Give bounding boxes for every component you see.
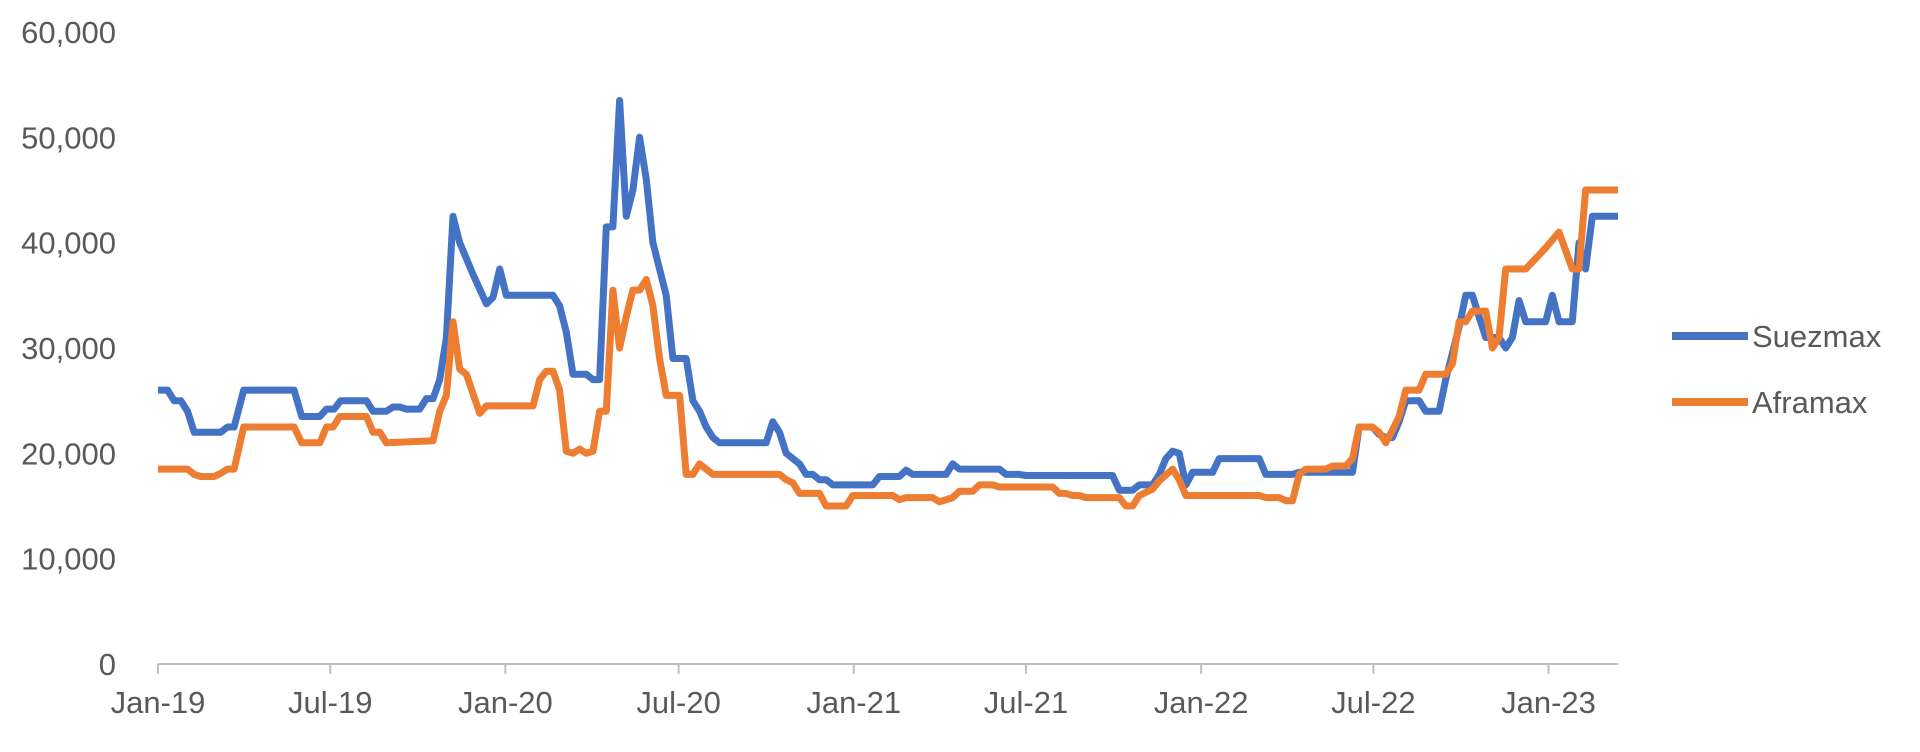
y-tick-label: 0 — [99, 647, 116, 682]
legend: Suezmax Aframax — [1672, 319, 1882, 420]
y-tick-label: 30,000 — [21, 331, 116, 366]
series-line-aframax — [158, 186, 1618, 510]
y-tick-label: 40,000 — [21, 226, 116, 261]
x-tick-label: Jul-20 — [636, 685, 720, 720]
legend-label-suezmax: Suezmax — [1752, 319, 1882, 354]
x-tick-label: Jul-21 — [984, 685, 1068, 720]
y-axis-tick-labels: 0 10,000 20,000 30,000 40,000 50,000 60,000 — [21, 15, 116, 682]
x-tick-label: Jan-20 — [458, 685, 553, 720]
legend-label-aframax: Aframax — [1752, 385, 1868, 420]
x-tick-label: Jan-22 — [1154, 685, 1249, 720]
x-tick-label: Jan-21 — [806, 685, 901, 720]
x-tick-label: Jan-23 — [1501, 685, 1596, 720]
x-tick-label: Jul-22 — [1331, 685, 1415, 720]
y-tick-label: 20,000 — [21, 436, 116, 471]
y-tick-label: 60,000 — [21, 15, 116, 50]
series-lines — [158, 97, 1618, 510]
y-tick-label: 50,000 — [21, 120, 116, 155]
y-tick-label: 10,000 — [21, 542, 116, 577]
x-tick-label: Jan-19 — [111, 685, 206, 720]
x-axis-ticks: Jan-19 Jul-19 Jan-20 Jul-20 Jan-21 Jul-21 Jan-… — [111, 664, 1596, 720]
x-tick-label: Jul-19 — [288, 685, 372, 720]
series-line-suezmax — [158, 97, 1618, 494]
